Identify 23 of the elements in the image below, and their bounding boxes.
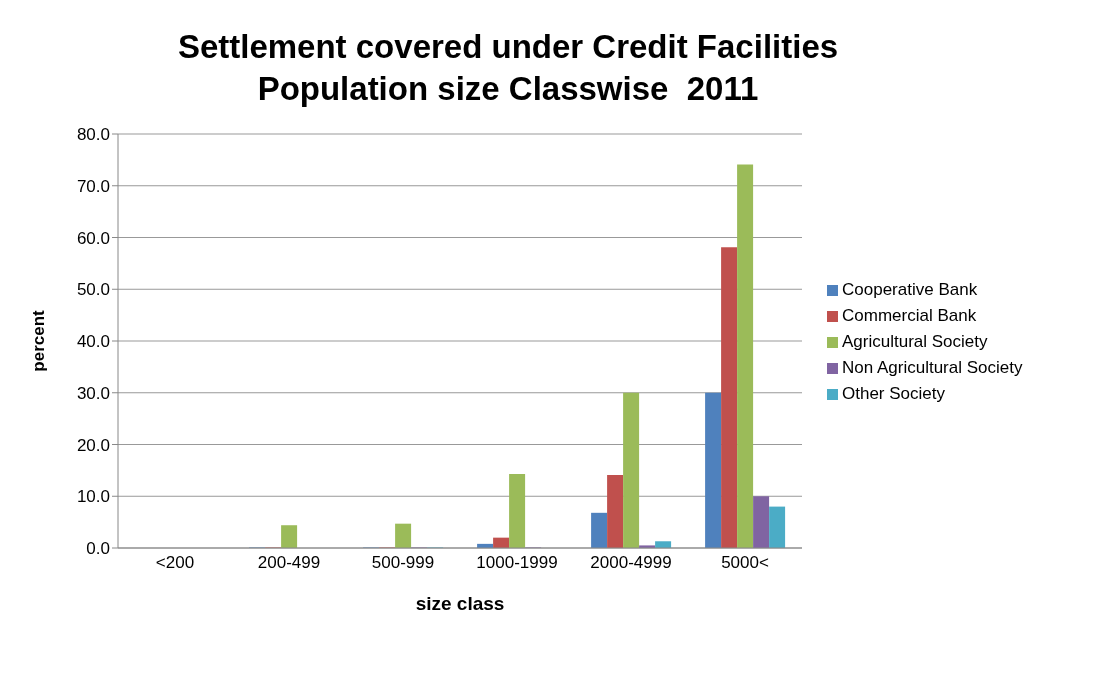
y-tick-label: 50.0 [76, 280, 110, 300]
y-axis-title: percent [29, 309, 49, 372]
y-tick-label: 20.0 [76, 435, 110, 455]
x-tick-label: 5000< [721, 553, 769, 573]
x-tick-label: 1000-1999 [476, 553, 558, 573]
y-tick-label: 80.0 [76, 125, 110, 145]
chart-title: Settlement covered under Credit Facilities Population size Classwise 2011 [176, 27, 840, 109]
x-tick-label: <200 [155, 553, 195, 573]
x-axis-title: size class [415, 593, 505, 614]
x-tick-label: 200-499 [257, 553, 321, 573]
y-tick-label: 70.0 [76, 176, 110, 196]
x-tick-label: 500-999 [371, 553, 435, 573]
legend-label: Commercial Bank [842, 306, 977, 325]
y-tick-label: 10.0 [76, 487, 110, 507]
y-tick-label: 0.0 [86, 539, 110, 559]
y-tick-label: 60.0 [76, 228, 110, 248]
x-tick-label: 2000-4999 [590, 553, 672, 573]
legend-label: Agricultural Society [842, 332, 988, 351]
y-tick-label: 40.0 [76, 332, 110, 352]
y-tick-label: 30.0 [76, 383, 110, 403]
legend-label: Cooperative Bank [842, 280, 978, 299]
legend-label: Other Society [842, 384, 945, 403]
legend-label: Non Agricultural Society [842, 358, 1023, 377]
